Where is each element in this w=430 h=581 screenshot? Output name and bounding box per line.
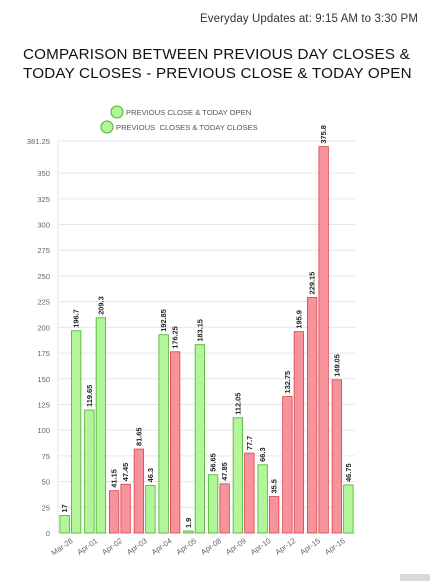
bar-Apr-10-series-0: [257, 464, 268, 534]
bar-Apr-05-series-0: [183, 530, 194, 534]
x-tick-label: Apr-01: [75, 536, 99, 556]
y-tick-label: 250: [37, 272, 50, 281]
bar-Apr-15-series-0: [306, 296, 318, 534]
y-tick-label: 300: [37, 221, 50, 230]
bar-value-label: 195.9: [294, 310, 303, 329]
bar-data-labels: 17 196.7 119.65 209.3 41.15 47.45 81.65 46.3 192…: [60, 125, 353, 528]
y-tick-label: 25: [42, 503, 50, 512]
y-tick-label: 350: [37, 169, 50, 178]
bar-Apr-01-series-0: [84, 409, 95, 534]
scrollbar-corner: [400, 574, 430, 581]
bar-value-label: 81.65: [134, 428, 143, 447]
bar-value-label: 375.8: [319, 125, 328, 144]
legend-marker-0: [110, 105, 124, 119]
bar-value-label: 176.25: [171, 326, 180, 349]
bar-value-label: 35.5: [270, 479, 279, 493]
bar-value-label: 46.3: [146, 468, 155, 482]
bar-Apr-16-series-1: [343, 484, 354, 534]
bar-value-label: 209.3: [96, 296, 105, 315]
x-tick-label: Apr-10: [249, 536, 273, 556]
y-tick-label: 225: [37, 298, 50, 307]
x-tick-label: Apr-15: [298, 536, 322, 556]
bar-value-label: 47.85: [220, 462, 229, 481]
bar-Mar-28-series-0: [59, 515, 70, 534]
x-tick-label: Apr-04: [150, 536, 174, 556]
x-tick-label: Apr-16: [323, 536, 347, 556]
bar-value-label: 192.85: [159, 309, 168, 332]
y-tick-label: 125: [37, 400, 50, 409]
bar-Apr-03-series-1: [145, 484, 156, 534]
bar-Apr-02-series-1: [120, 483, 131, 534]
x-tick-label: Apr-02: [100, 536, 124, 556]
y-tick-label: 325: [37, 195, 50, 204]
bar-Apr-04-series-0: [158, 334, 169, 534]
y-tick-label: 200: [37, 323, 50, 332]
legend-label-1: PREVIOUS CLOSES & TODAY CLOSES: [116, 123, 258, 132]
x-tick-label: Mar-28: [50, 536, 75, 557]
legend-label-0: PREVIOUS CLOSE & TODAY OPEN: [126, 108, 251, 117]
x-tick-label: Apr-09: [224, 536, 248, 556]
bar-Apr-08-series-1: [219, 483, 230, 534]
y-tick-label: 275: [37, 246, 50, 255]
bar-value-label: 47.45: [121, 463, 130, 482]
bar-value-label: 149.05: [332, 354, 341, 377]
bar-value-label: 56.65: [209, 453, 218, 472]
bar-Apr-09-series-0: [232, 417, 244, 534]
bar-value-label: 229.15: [308, 272, 317, 295]
y-tick-label: 100: [37, 426, 50, 435]
bar-chart: PREVIOUS CLOSE & TODAY OPEN PREVIOUS CLOS…: [27, 105, 355, 557]
bar-value-label: 1.9: [184, 518, 193, 528]
bar-Apr-12-series-1: [293, 331, 305, 534]
y-tick-label: 75: [42, 452, 50, 461]
y-axis-ticks: 0 25 50 75 100 125 150 175 200 225 250 275 300 325 350…: [27, 137, 50, 538]
bar-Apr-08-series-0: [207, 474, 219, 534]
y-tick-label: 175: [37, 349, 50, 358]
bar-value-label: 66.3: [258, 447, 267, 461]
bar-value-label: 196.7: [72, 309, 81, 328]
bar-Apr-16-series-0: [331, 379, 343, 534]
bar-value-label: 46.75: [344, 463, 353, 482]
x-tick-label: Apr-12: [273, 536, 297, 556]
bar-Apr-05-series-1: [194, 344, 206, 534]
bar-Apr-03-series-0: [133, 448, 145, 534]
bar-Mar-28-series-1: [70, 330, 82, 534]
bar-value-label: 41.15: [110, 469, 119, 488]
x-axis-ticks: Mar-28 Apr-01 Apr-02 Apr-03 Apr-04 Apr-05 Apr-…: [50, 536, 347, 557]
bar-value-label: 17: [60, 504, 69, 512]
y-tick-label: 150: [37, 375, 50, 384]
bar-value-label: 132.75: [283, 371, 292, 394]
x-tick-label: Apr-03: [125, 536, 149, 556]
bar-Apr-15-series-1: [318, 146, 329, 534]
chart-bars: [59, 146, 354, 534]
chart-legend: PREVIOUS CLOSE & TODAY OPEN PREVIOUS CLOS…: [100, 105, 258, 134]
bar-value-label: 112.05: [233, 393, 242, 415]
y-tick-label: 381.25: [27, 137, 50, 146]
legend-marker-1: [100, 120, 114, 134]
bar-value-label: 183.15: [195, 319, 204, 342]
y-tick-label: 0: [46, 529, 50, 538]
y-tick-label: 50: [42, 478, 50, 487]
bar-value-label: 119.65: [85, 385, 94, 407]
bar-value-label: 77.7: [245, 436, 254, 450]
x-tick-label: Apr-08: [199, 536, 223, 556]
bar-Apr-04-series-1: [169, 351, 181, 534]
update-schedule-text: Everyday Updates at: 9:15 AM to 3:30 PM: [199, 13, 418, 25]
chart-grid: [57, 140, 355, 534]
bar-Apr-10-series-1: [268, 496, 280, 534]
bar-Apr-12-series-0: [282, 396, 293, 534]
bar-Apr-01-series-1: [95, 317, 107, 534]
x-tick-label: Apr-05: [174, 536, 198, 556]
bar-Apr-02-series-0: [108, 490, 120, 534]
bar-Apr-09-series-1: [244, 452, 255, 534]
chart-title: COMPARISON BETWEEN PREVIOUS DAY CLOSES &…: [23, 46, 412, 82]
